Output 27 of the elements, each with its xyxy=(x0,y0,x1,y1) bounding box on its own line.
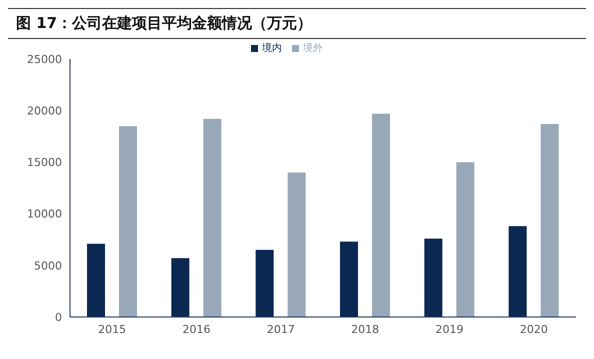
y-tick-label: 20000 xyxy=(27,104,62,118)
x-tick-label: 2018 xyxy=(351,322,380,336)
legend-label: 境外 xyxy=(303,43,323,54)
bar xyxy=(256,250,274,317)
x-tick-label: 2016 xyxy=(182,322,210,336)
chart-title: 图 17：公司在建项目平均金额情况（万元） xyxy=(8,8,586,39)
bar xyxy=(119,126,137,317)
bar xyxy=(540,124,559,317)
bar xyxy=(372,114,390,317)
x-tick-label: 2019 xyxy=(436,322,464,336)
y-tick-label: 25000 xyxy=(27,52,62,66)
bar xyxy=(456,162,474,317)
x-tick-label: 2015 xyxy=(98,322,126,336)
legend-label: 境内 xyxy=(262,43,282,54)
bar xyxy=(424,238,442,317)
x-tick-label: 2020 xyxy=(520,322,548,336)
bar xyxy=(87,244,105,317)
y-tick-label: 0 xyxy=(55,310,62,324)
bar xyxy=(203,118,222,317)
y-tick-label: 5000 xyxy=(34,259,62,272)
y-tick-label: 15000 xyxy=(27,156,62,170)
bar xyxy=(288,172,306,317)
bar xyxy=(508,226,527,317)
bar xyxy=(340,242,358,317)
y-tick-label: 10000 xyxy=(27,208,62,221)
bar xyxy=(171,258,190,317)
x-tick-label: 2017 xyxy=(266,322,295,336)
